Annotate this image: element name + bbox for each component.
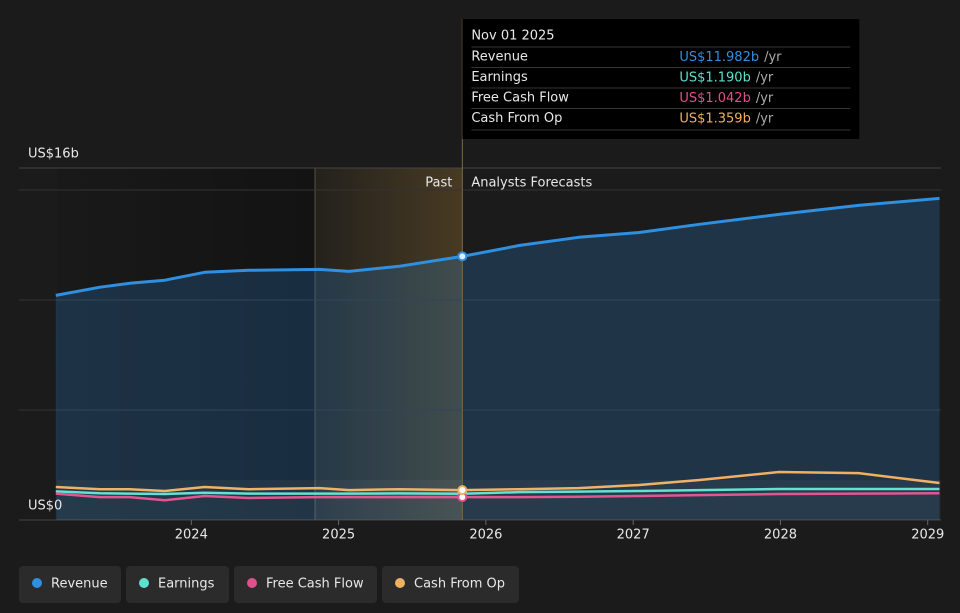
series-line <box>55 470 940 493</box>
highlight-band <box>315 168 463 520</box>
axes: US$0 US$16b 2024 2025 2026 2027 2028 2029 Past An… <box>28 19 944 543</box>
x-tick-label: 2028 <box>764 528 797 543</box>
legend-label[interactable]: Cash From Op <box>414 577 505 592</box>
tooltip-value: US$1.359b/yr <box>679 111 774 126</box>
past-shade <box>57 168 316 520</box>
legend-label[interactable]: Free Cash Flow <box>266 577 364 592</box>
hover-dot <box>457 251 468 262</box>
tooltip-unit: /yr <box>756 91 774 106</box>
tooltip-unit: /yr <box>756 111 774 126</box>
past-label: Past <box>425 176 452 191</box>
legend-item[interactable]: Free Cash Flow <box>234 566 377 603</box>
tooltip-label: Free Cash Flow <box>471 91 569 106</box>
legend-button[interactable] <box>126 566 229 603</box>
tooltip-box <box>462 19 860 139</box>
tooltip-value: US$1.190b/yr <box>679 70 774 85</box>
legend-button[interactable] <box>382 566 519 603</box>
backgrounds <box>57 168 463 520</box>
legend-swatch <box>32 578 42 588</box>
series-line <box>55 491 940 502</box>
tooltip-date: Nov 01 2025 <box>471 29 554 44</box>
legend-item[interactable]: Cash From Op <box>382 566 519 603</box>
tooltip-value-text: US$1.359b <box>679 111 751 126</box>
x-tick-label: 2029 <box>911 528 944 543</box>
series-line <box>55 487 940 496</box>
x-tick-label: 2027 <box>617 528 650 543</box>
legend-swatch <box>395 578 405 588</box>
tooltip: Nov 01 2025 Revenue US$11.982b/yr Earnings U… <box>457 19 860 503</box>
tooltip-value-text: US$11.982b <box>679 50 759 65</box>
tooltip-value: US$11.982b/yr <box>679 50 782 65</box>
forecast-label: Analysts Forecasts <box>471 176 592 191</box>
x-tick-label: 2024 <box>175 528 208 543</box>
y-tick-label: US$0 <box>28 499 62 514</box>
legend-swatch <box>139 578 149 588</box>
legend-swatch <box>247 578 257 588</box>
legend-item[interactable]: Revenue <box>19 566 121 603</box>
legend-label[interactable]: Earnings <box>158 577 215 592</box>
legend-button[interactable] <box>234 566 377 603</box>
tooltip-value-text: US$1.190b <box>679 70 751 85</box>
legend-item[interactable]: Earnings <box>126 566 229 603</box>
x-tick-label: 2026 <box>469 528 502 543</box>
tooltip-unit: /yr <box>756 70 774 85</box>
legend-button[interactable] <box>19 566 121 603</box>
hover-dot <box>457 485 468 496</box>
x-tick-label: 2025 <box>322 528 355 543</box>
tooltip-label: Earnings <box>471 70 528 85</box>
tooltip-label: Cash From Op <box>471 111 562 126</box>
bottom-fade <box>57 480 941 520</box>
tooltip-value-text: US$1.042b <box>679 91 751 106</box>
legend-label[interactable]: Revenue <box>51 577 108 592</box>
plot <box>55 196 941 520</box>
series-line <box>55 196 940 297</box>
tooltip-unit: /yr <box>764 50 782 65</box>
revenue-area <box>55 198 940 520</box>
grid <box>19 167 941 521</box>
tooltip-label: Revenue <box>471 50 528 65</box>
y-tick-label: US$16b <box>28 147 79 162</box>
legend: Revenue Earnings Free Cash Flow Cash From O… <box>19 566 519 603</box>
tooltip-value: US$1.042b/yr <box>679 91 774 106</box>
